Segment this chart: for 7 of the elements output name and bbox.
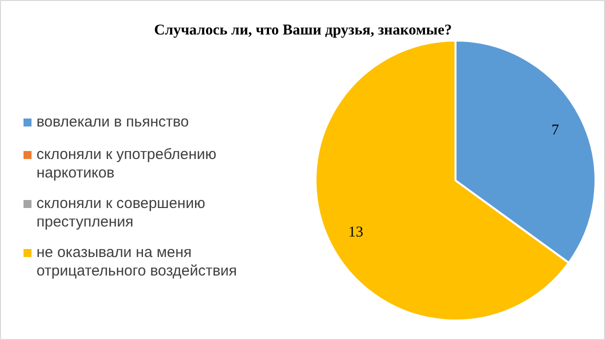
legend-label: склоняли к употреблению наркотиков — [36, 146, 216, 182]
legend-label: вовлекали в пьянство — [36, 114, 189, 130]
chart-title: Случалось ли, что Ваши друзья, знакомые? — [154, 22, 452, 38]
data-label: 13 — [348, 224, 364, 240]
legend-label: склоняли к совершению преступления — [36, 195, 206, 231]
data-label: 7 — [552, 122, 560, 139]
legend-label: не оказывали на меня отрицательного воздействия — [36, 244, 237, 280]
